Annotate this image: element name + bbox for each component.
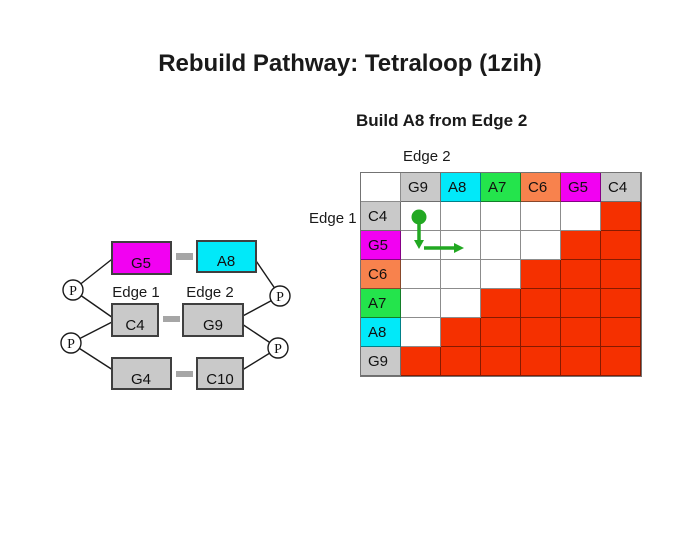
phosphate-circle [62,279,84,301]
matrix-cell-built [561,231,601,260]
matrix-cell-built [601,231,641,260]
node-label-g9: G9 [203,317,223,334]
matrix-cell-built [561,260,601,289]
diagram-edge1-label: Edge 1 [112,284,160,301]
matrix-cell-open [401,202,441,231]
matrix-cell-open [441,231,481,260]
matrix-cell-built [441,347,481,376]
matrix-cell-open [401,318,441,347]
phosphate-circle [269,285,291,307]
node-box-g5 [111,241,172,275]
slide-title: Rebuild Pathway: Tetraloop (1zih) [158,50,542,77]
matrix-cell-built [601,289,641,318]
matrix-cell-open [441,289,481,318]
matrix-cell-built [561,289,601,318]
matrix-cell-open [481,260,521,289]
matrix-edge1-label: Edge 1 [309,210,357,227]
node-box-c10 [196,357,244,390]
matrix-row-header-c6: C6 [361,260,401,289]
matrix-col-header-a7: A7 [481,173,521,202]
matrix-cell-built [481,289,521,318]
node-label-a8: A8 [217,253,235,270]
matrix-edge2-label: Edge 2 [403,148,451,165]
node-label-g4: G4 [131,371,151,388]
matrix-cell-built [561,318,601,347]
matrix-cell-built [601,260,641,289]
matrix-cell-open [441,260,481,289]
node-label-g5: G5 [131,255,151,272]
matrix-cell-open [401,289,441,318]
matrix-cell-built [481,347,521,376]
node-box-g4 [111,357,172,390]
matrix-cell-open [401,231,441,260]
matrix-corner-cell [361,173,401,202]
matrix-cell-open [401,260,441,289]
matrix-cell-built [481,318,521,347]
matrix-col-header-a8: A8 [441,173,481,202]
node-box-c4 [111,303,159,337]
matrix-cell-open [521,202,561,231]
matrix-col-header-c4: C4 [601,173,641,202]
phosphate-label: P [69,284,77,299]
matrix-cell-open [481,202,521,231]
phosphate-circle [60,332,82,354]
phosphate-label: P [276,290,284,305]
matrix-col-header-c6: C6 [521,173,561,202]
matrix-cell-built [521,318,561,347]
diagram-edge2-label: Edge 2 [186,284,234,301]
phosphate-circle [267,337,289,359]
phosphate-label: P [67,337,75,352]
rebuild-matrix: G9 A8 A7 C6 G5 C4 C4 G5 C6 A7 A8 G9 [360,172,642,377]
pair-connector-bar [176,371,193,377]
matrix-cell-built [401,347,441,376]
matrix-cell-open [441,202,481,231]
matrix-cell-built [601,202,641,231]
matrix-cell-built [601,318,641,347]
phosphate-label: P [274,342,282,357]
slide-subtitle: Build A8 from Edge 2 [356,111,528,130]
matrix-cell-built [441,318,481,347]
matrix-col-header-g9: G9 [401,173,441,202]
matrix-cell-open [521,231,561,260]
matrix-row-header-c4: C4 [361,202,401,231]
node-box-a8 [196,240,257,273]
base-pair-diagram: G5 A8 C4 G9 G4 C10 Edge 1 Edge 2 P P P P [60,240,291,390]
node-label-c10: C10 [206,371,234,388]
node-label-c4: C4 [125,317,144,334]
matrix-cell-open [561,202,601,231]
matrix-row-header-a8: A8 [361,318,401,347]
pair-connector-bar [176,253,193,260]
matrix-cell-built [521,260,561,289]
matrix-cell-open [481,231,521,260]
matrix-row-header-g5: G5 [361,231,401,260]
matrix-cell-built [601,347,641,376]
matrix-cell-built [561,347,601,376]
matrix-row-header-g9: G9 [361,347,401,376]
matrix-cell-built [521,347,561,376]
matrix-row-header-a7: A7 [361,289,401,318]
pair-connector-bar [163,316,180,322]
matrix-cell-built [521,289,561,318]
node-box-g9 [182,303,244,337]
matrix-col-header-g5: G5 [561,173,601,202]
